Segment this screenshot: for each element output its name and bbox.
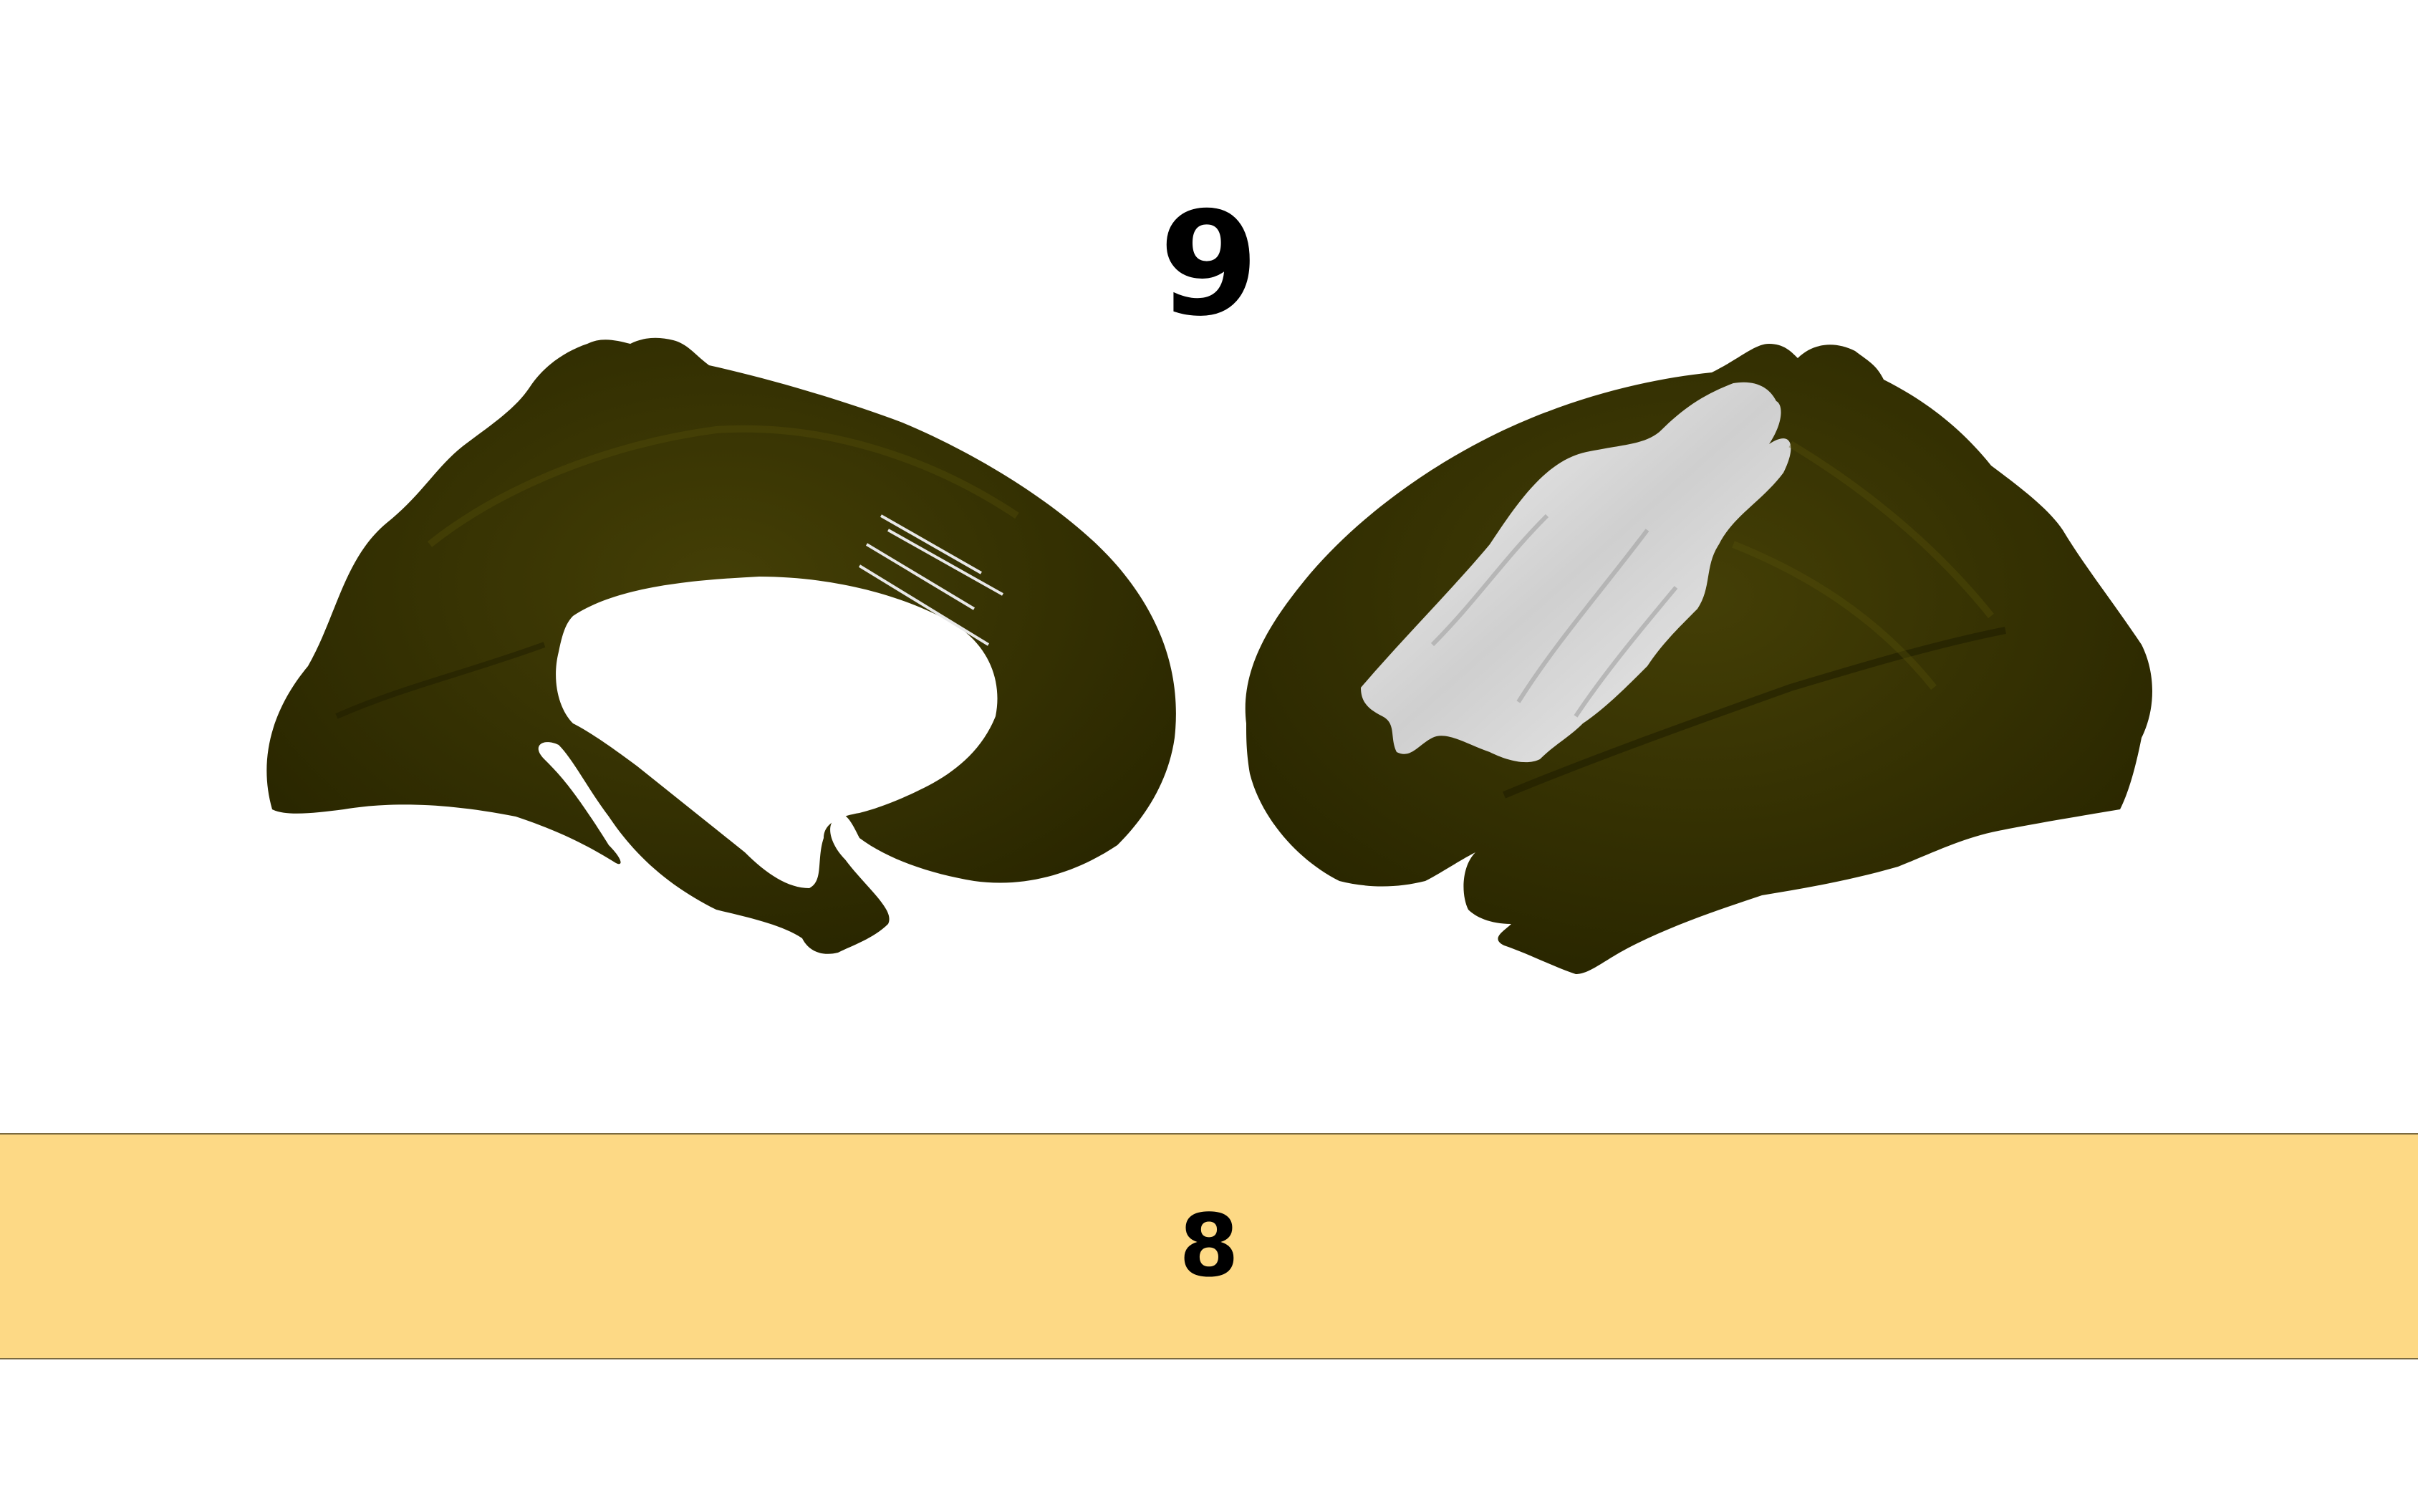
lateral-sulcus-line xyxy=(1503,627,2006,799)
banner: 8 xyxy=(0,1133,2418,1359)
lateral-highlight-fold xyxy=(1430,514,1678,718)
lateral-gyrus-shading xyxy=(1732,440,1994,690)
medial-wall-cutout xyxy=(556,577,998,888)
figure-title: 9 xyxy=(1159,181,1259,348)
lateral-highlight-region xyxy=(1361,382,1791,763)
medial-streak xyxy=(858,514,1003,646)
lateral-cortex-surface xyxy=(1245,344,2152,974)
medial-brain-view xyxy=(266,337,1176,954)
medial-gyrus-shading xyxy=(427,425,1019,547)
medial-sulcus-line xyxy=(335,642,546,719)
lateral-brain-view xyxy=(1245,344,2152,974)
banner-label: 8 xyxy=(1179,1197,1239,1296)
